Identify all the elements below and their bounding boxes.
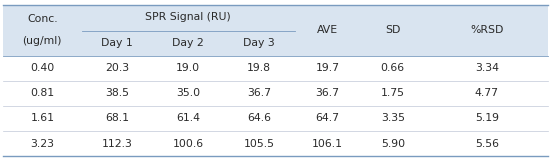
Text: 64.6: 64.6 <box>247 114 271 123</box>
Text: 61.4: 61.4 <box>176 114 200 123</box>
Bar <box>3 5 548 56</box>
Text: 105.5: 105.5 <box>244 139 274 149</box>
Text: Day 2: Day 2 <box>172 38 204 48</box>
Text: 19.8: 19.8 <box>247 63 271 73</box>
Text: 1.75: 1.75 <box>381 88 405 98</box>
Text: 36.7: 36.7 <box>247 88 271 98</box>
Text: 112.3: 112.3 <box>102 139 133 149</box>
Text: 3.34: 3.34 <box>475 63 499 73</box>
Text: SPR Signal (RU): SPR Signal (RU) <box>145 12 231 22</box>
Text: 3.35: 3.35 <box>381 114 405 123</box>
Text: 35.0: 35.0 <box>176 88 200 98</box>
Bar <box>3 56 548 156</box>
Text: 64.7: 64.7 <box>315 114 339 123</box>
Text: Day 3: Day 3 <box>243 38 275 48</box>
Text: Day 1: Day 1 <box>101 38 133 48</box>
Text: 19.0: 19.0 <box>176 63 200 73</box>
Text: 4.77: 4.77 <box>475 88 499 98</box>
Text: 5.19: 5.19 <box>475 114 499 123</box>
Text: SD: SD <box>385 25 401 35</box>
Text: 3.23: 3.23 <box>30 139 55 149</box>
Text: 1.61: 1.61 <box>30 114 55 123</box>
Text: 0.81: 0.81 <box>30 88 55 98</box>
Text: 106.1: 106.1 <box>312 139 343 149</box>
Text: 5.56: 5.56 <box>475 139 499 149</box>
Text: 36.7: 36.7 <box>315 88 339 98</box>
Text: (ug/ml): (ug/ml) <box>23 36 62 46</box>
Text: 68.1: 68.1 <box>105 114 129 123</box>
Text: Conc.: Conc. <box>27 14 58 24</box>
Text: %RSD: %RSD <box>470 25 504 35</box>
Text: 5.90: 5.90 <box>381 139 405 149</box>
Text: 0.40: 0.40 <box>30 63 55 73</box>
Text: 38.5: 38.5 <box>105 88 129 98</box>
Text: 0.66: 0.66 <box>381 63 405 73</box>
Text: AVE: AVE <box>317 25 338 35</box>
Text: 19.7: 19.7 <box>315 63 339 73</box>
Text: 20.3: 20.3 <box>105 63 129 73</box>
Text: 100.6: 100.6 <box>172 139 204 149</box>
